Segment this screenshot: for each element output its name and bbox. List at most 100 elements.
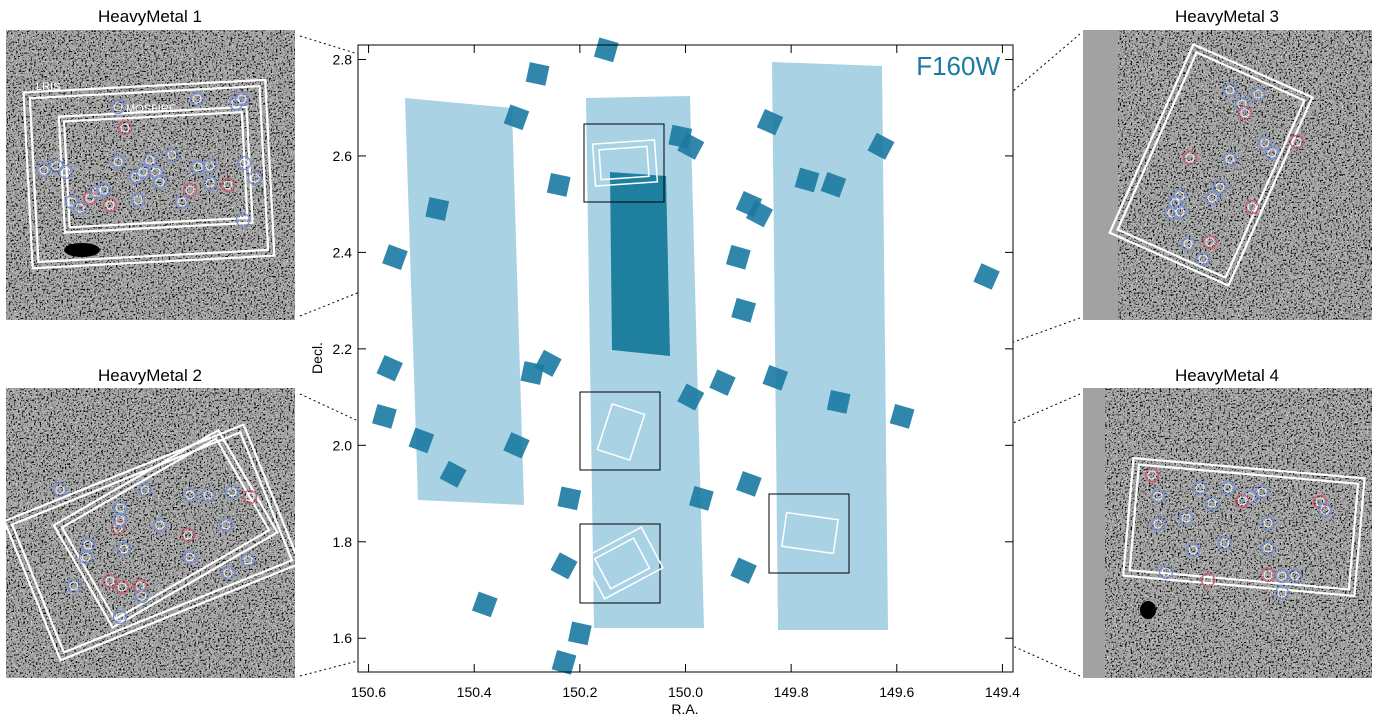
target-marker [1253, 89, 1263, 99]
targets [36, 82, 1333, 625]
target-marker [183, 530, 193, 540]
inset: HeavyMetal 3 [1083, 7, 1372, 320]
target-marker [1202, 234, 1218, 250]
target-marker [190, 159, 206, 175]
target-marker [1247, 202, 1257, 212]
pointing [503, 104, 530, 131]
x-tick-label: 150.2 [562, 684, 597, 700]
field-box [583, 123, 665, 203]
mosfire-mask [52, 428, 279, 629]
target-marker [96, 182, 112, 198]
deep-field [610, 172, 670, 356]
strip [772, 62, 888, 630]
target-marker [1250, 86, 1266, 102]
target-marker [1263, 543, 1273, 553]
target-marker [137, 591, 147, 601]
target-marker [116, 541, 132, 557]
target-marker [55, 485, 65, 495]
target-marker [1292, 137, 1302, 147]
target-marker [1277, 588, 1287, 598]
target-marker [113, 102, 123, 112]
target-marker [245, 492, 255, 502]
target-marker [1260, 540, 1276, 556]
target-marker [1161, 567, 1171, 577]
target-marker [1195, 251, 1211, 267]
target-marker [72, 200, 88, 216]
inset-noise [1118, 30, 1372, 320]
target-marker [1289, 134, 1305, 150]
target-marker [117, 120, 133, 136]
target-marker [152, 174, 168, 190]
axes: 150.6 150.4 150.2 150.0 149.8 149.6 149.4 1.6 1.… [333, 45, 1020, 700]
slit-mask [582, 526, 664, 600]
target-marker [1207, 193, 1217, 203]
pointing [731, 297, 756, 323]
target-marker [1195, 483, 1205, 493]
target-marker [177, 197, 187, 207]
target-marker [237, 94, 247, 104]
x-tick-label: 150.4 [457, 684, 492, 700]
target-marker [205, 161, 215, 171]
target-marker [69, 581, 79, 591]
slit-mask [593, 537, 651, 590]
pointing [525, 62, 550, 86]
connector [299, 393, 581, 525]
target-marker [189, 91, 205, 107]
target-marker [128, 169, 144, 185]
target-marker [167, 150, 177, 160]
slit-mask [591, 139, 659, 187]
target-marker [51, 161, 61, 171]
target-marker [236, 155, 252, 171]
pointing [725, 244, 751, 270]
x-tick-label: 150.0 [668, 684, 703, 700]
target-marker [1203, 575, 1213, 585]
y-axis-label: Decl. [309, 342, 325, 374]
target-marker [250, 173, 260, 183]
target-marker [66, 578, 82, 594]
inset: HeavyMetal 1 LRIS MOSFIRE [6, 7, 295, 320]
target-marker [1223, 483, 1233, 493]
target-marker [185, 552, 195, 562]
target-marker [164, 147, 180, 163]
y-tick-label: 2.4 [333, 244, 353, 260]
target-marker [80, 537, 96, 553]
pointing [376, 354, 403, 382]
pointing [730, 557, 757, 584]
target-marker [182, 182, 198, 198]
x-tick-label: 149.4 [985, 684, 1020, 700]
pointing [382, 244, 408, 271]
pointing [889, 404, 915, 429]
target-marker [174, 194, 190, 210]
target-marker [137, 482, 153, 498]
target-marker [39, 165, 49, 175]
target-marker [1240, 108, 1250, 118]
pointing [688, 486, 714, 511]
instrument-label: MOSFIRE [126, 103, 176, 115]
target-marker [234, 91, 250, 107]
target-marker [1225, 154, 1235, 164]
pointing [471, 591, 498, 618]
target-marker [1188, 545, 1198, 555]
target-marker [1205, 237, 1215, 247]
target-marker [220, 565, 236, 581]
field-boxes [579, 123, 850, 604]
target-marker [115, 612, 125, 622]
pointing [867, 132, 895, 160]
target-marker [1264, 145, 1280, 161]
target-marker [1257, 135, 1273, 151]
galaxy [64, 243, 100, 257]
target-marker [1207, 498, 1217, 508]
inset: HeavyMetal 4 [1083, 366, 1372, 678]
target-marker [113, 157, 123, 167]
mosfire-mask [62, 110, 249, 229]
pointing [567, 621, 592, 646]
target-marker [1320, 505, 1330, 515]
target-marker [92, 187, 102, 197]
pointing [820, 172, 847, 198]
target-marker [1237, 105, 1253, 121]
lris-mask [2, 423, 302, 662]
inset-title: HeavyMetal 4 [1175, 366, 1279, 385]
target-marker [155, 520, 165, 530]
target-marker [238, 215, 248, 225]
